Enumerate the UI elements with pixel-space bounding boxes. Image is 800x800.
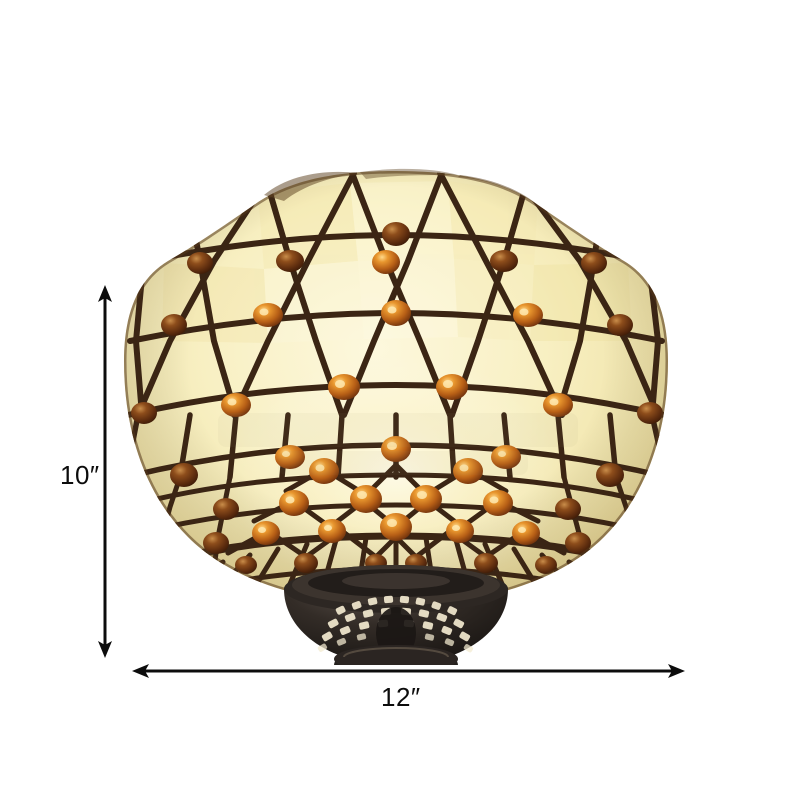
shade-crown-scallops — [264, 168, 540, 207]
lamp-illustration — [124, 168, 668, 665]
tiffany-ceiling-light-product-photo — [118, 165, 674, 665]
height-dimension-label: 10″ — [60, 460, 100, 490]
width-dimension-label: 12″ — [381, 682, 421, 712]
glass-dome-shade — [124, 171, 668, 605]
height-dimension-arrow — [98, 285, 112, 658]
width-dimension-arrow — [132, 664, 685, 678]
jewel-highlights — [227, 306, 559, 533]
watermark-overlay — [218, 413, 578, 475]
metal-fitter-assembly — [284, 565, 508, 665]
